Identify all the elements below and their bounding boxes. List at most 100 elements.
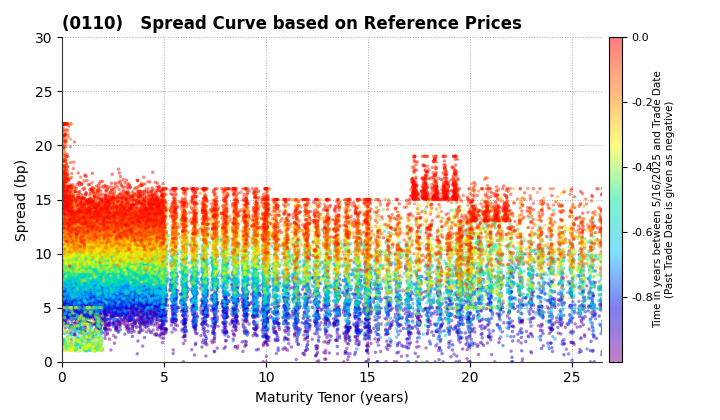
Point	[482, 217, 493, 223]
Point	[89, 270, 101, 277]
Point	[310, 241, 322, 248]
Point	[534, 241, 546, 248]
Point	[94, 261, 105, 268]
Point	[112, 210, 123, 217]
Point	[405, 273, 416, 279]
Point	[133, 233, 145, 239]
Point	[117, 176, 129, 183]
Point	[154, 314, 166, 320]
Point	[246, 265, 258, 272]
Point	[112, 282, 124, 289]
Point	[144, 253, 156, 260]
Point	[107, 239, 119, 246]
Point	[143, 252, 155, 258]
Point	[62, 127, 73, 134]
Point	[188, 264, 199, 271]
Point	[128, 220, 140, 226]
Point	[464, 358, 476, 365]
Point	[121, 269, 132, 276]
Point	[179, 220, 190, 226]
Point	[128, 219, 140, 226]
Point	[112, 227, 124, 234]
Point	[472, 304, 483, 311]
Point	[125, 194, 137, 201]
Point	[104, 300, 116, 307]
Point	[226, 253, 238, 260]
Point	[323, 338, 335, 345]
Point	[199, 213, 210, 220]
Point	[111, 295, 122, 302]
Point	[170, 297, 181, 303]
Point	[147, 232, 158, 239]
Point	[200, 215, 212, 222]
Point	[318, 227, 329, 234]
Point	[140, 269, 152, 276]
Point	[362, 234, 374, 241]
Point	[141, 253, 153, 260]
Point	[323, 216, 335, 223]
Point	[100, 236, 112, 243]
Point	[109, 252, 120, 259]
Point	[96, 290, 107, 297]
Point	[507, 304, 518, 311]
Point	[109, 312, 121, 319]
Point	[258, 195, 270, 202]
Point	[536, 201, 548, 208]
Point	[122, 244, 133, 250]
Point	[81, 284, 92, 291]
Point	[132, 230, 144, 237]
Point	[467, 288, 479, 295]
Point	[78, 223, 89, 230]
Point	[97, 307, 109, 314]
Point	[80, 208, 91, 215]
Point	[538, 286, 549, 292]
Point	[176, 203, 187, 210]
Point	[78, 228, 90, 235]
Point	[228, 240, 239, 247]
Point	[137, 267, 148, 273]
Point	[328, 225, 339, 232]
Point	[243, 218, 254, 225]
Point	[99, 310, 111, 316]
Point	[100, 288, 112, 295]
Point	[87, 224, 99, 231]
Point	[199, 288, 211, 294]
Point	[208, 296, 220, 302]
Point	[129, 257, 140, 263]
Point	[84, 242, 95, 249]
Point	[147, 266, 158, 273]
Point	[128, 277, 140, 284]
Point	[555, 313, 567, 320]
Point	[487, 265, 498, 272]
Point	[464, 286, 475, 293]
Point	[61, 204, 73, 210]
Point	[585, 232, 597, 239]
Point	[204, 220, 216, 227]
Point	[140, 315, 151, 322]
Point	[113, 312, 125, 319]
Point	[135, 271, 147, 278]
Point	[189, 317, 200, 323]
Point	[143, 258, 154, 265]
Point	[207, 283, 218, 289]
Point	[446, 296, 457, 303]
Point	[68, 234, 80, 241]
Point	[289, 248, 301, 255]
Point	[444, 276, 456, 283]
Point	[246, 254, 258, 260]
Point	[320, 302, 332, 309]
Point	[124, 280, 135, 287]
Point	[100, 208, 112, 215]
Point	[60, 259, 72, 265]
Point	[413, 250, 424, 257]
Point	[145, 260, 156, 266]
Point	[425, 286, 436, 292]
Point	[405, 304, 416, 311]
Point	[199, 265, 210, 271]
Point	[259, 296, 271, 303]
Point	[462, 274, 473, 281]
Point	[258, 341, 269, 348]
Point	[462, 279, 473, 286]
Point	[515, 232, 526, 239]
Point	[130, 253, 141, 260]
